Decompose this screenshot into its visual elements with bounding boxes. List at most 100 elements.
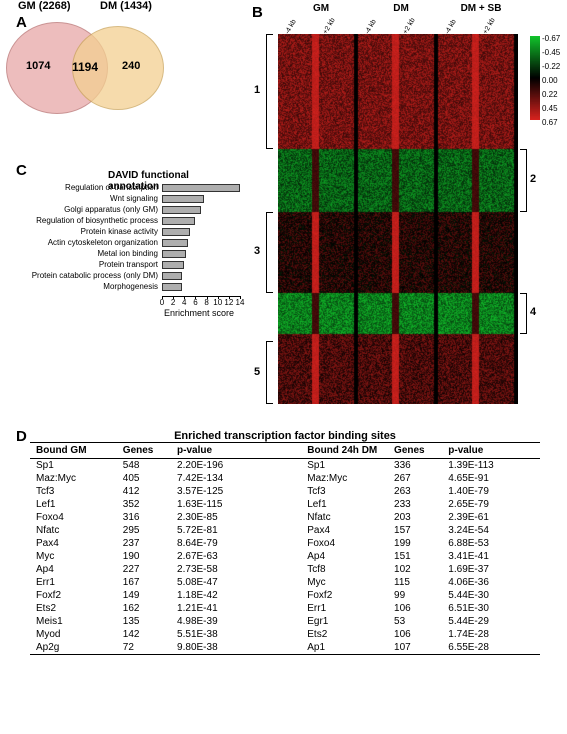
heatmap-sub-label: +2 kb [482, 17, 497, 36]
heatmap-panel: GMDMDM + SB -4 kb+2 kb-4 kb+2 kb-4 kb+2 … [248, 0, 558, 410]
tf-th: Genes [117, 443, 171, 459]
tf-td: 267 [388, 472, 442, 485]
bar-xtick: 6 [190, 298, 200, 307]
bar-category-label: Morphogenesis [16, 282, 158, 291]
table-row: Tcf34123.57E-125Tcf32631.40E-79 [30, 485, 540, 498]
tf-td: Sp1 [301, 459, 388, 473]
heatmap-condition-label: DM [376, 3, 426, 14]
tf-td: 203 [388, 511, 442, 524]
tf-td: 1.74E-28 [442, 628, 540, 641]
heatmap-sub-label: -4 kb [284, 19, 298, 36]
tf-td: 9.80E-38 [171, 641, 269, 655]
table-row: Nfatc2955.72E-81Pax41573.24E-54 [30, 524, 540, 537]
heatmap-cluster-bracket [266, 34, 273, 149]
bar [162, 250, 186, 258]
bar [162, 283, 182, 291]
bar-row: Morphogenesis [42, 283, 240, 292]
venn-right-only: 240 [122, 60, 140, 72]
tf-td: 53 [388, 615, 442, 628]
tf-td [269, 576, 302, 589]
bar [162, 195, 204, 203]
table-row: Err11675.08E-47Myc1154.06E-36 [30, 576, 540, 589]
bar-xtick: 14 [235, 298, 245, 307]
panel-label-c: C [16, 162, 27, 179]
tf-td: Sp1 [30, 459, 117, 473]
heatmap-cluster-bracket [266, 212, 273, 293]
tf-td: 263 [388, 485, 442, 498]
tf-td: 167 [117, 576, 171, 589]
tf-td: 5.44E-30 [442, 589, 540, 602]
bar-xtick: 0 [157, 298, 167, 307]
tf-td: 227 [117, 563, 171, 576]
table-row: Myc1902.67E-63Ap41513.41E-41 [30, 550, 540, 563]
tf-td: 2.73E-58 [171, 563, 269, 576]
table-row: Ets21621.21E-41Err11066.51E-30 [30, 602, 540, 615]
heatmap-canvas [278, 34, 518, 404]
tf-th: p-value [442, 443, 540, 459]
tf-td: 1.40E-79 [442, 485, 540, 498]
tf-td: 4.06E-36 [442, 576, 540, 589]
heatmap-cluster-bracket [520, 149, 527, 212]
tf-td: Foxf2 [30, 589, 117, 602]
bar [162, 184, 240, 192]
tf-td: 1.39E-113 [442, 459, 540, 473]
tf-th: Bound 24h DM [301, 443, 388, 459]
tf-td: Ap1 [301, 641, 388, 655]
tf-td: 5.08E-47 [171, 576, 269, 589]
heatmap-condition-label: DM + SB [456, 3, 506, 14]
table-row: Foxo43162.30E-85Nfatc2032.39E-61 [30, 511, 540, 524]
tf-td: 5.44E-29 [442, 615, 540, 628]
tf-td: 157 [388, 524, 442, 537]
tf-td: Lef1 [30, 498, 117, 511]
tf-td: Foxf2 [301, 589, 388, 602]
bar-xtick: 4 [179, 298, 189, 307]
tf-td: 72 [117, 641, 171, 655]
tf-td: 3.57E-125 [171, 485, 269, 498]
bar-row: Protein catabolic process (only DM) [42, 272, 240, 281]
tf-td: Ap4 [30, 563, 117, 576]
heatmap-sub-label: +2 kb [322, 17, 337, 36]
tf-td: Err1 [301, 602, 388, 615]
bar-row: Metal ion binding [42, 250, 240, 259]
bar-category-label: Protein catabolic process (only DM) [16, 271, 158, 280]
tf-td: 1.18E-42 [171, 589, 269, 602]
tf-td [269, 537, 302, 550]
colorbar-tick: 0.45 [542, 104, 558, 113]
bar-category-label: Protein kinase activity [16, 227, 158, 236]
table-row: Foxf21491.18E-42Foxf2995.44E-30 [30, 589, 540, 602]
tf-td: Pax4 [301, 524, 388, 537]
heatmap-sub-label: +2 kb [402, 17, 417, 36]
tf-td: 6.51E-30 [442, 602, 540, 615]
bar-category-label: Regulation of transcription [16, 183, 158, 192]
tf-td: 102 [388, 563, 442, 576]
tf-td: 1.63E-115 [171, 498, 269, 511]
tf-td: Err1 [30, 576, 117, 589]
tf-td: 3.24E-54 [442, 524, 540, 537]
bar [162, 261, 184, 269]
bar-row: Golgi apparatus (only GM) [42, 206, 240, 215]
tf-td: 405 [117, 472, 171, 485]
tf-td [269, 563, 302, 576]
tf-td: Pax4 [30, 537, 117, 550]
tf-td: 4.65E-91 [442, 472, 540, 485]
tf-table-panel: Enriched transcription factor binding si… [30, 430, 540, 655]
tf-table: Bound GMGenesp-valueBound 24h DMGenesp-v… [30, 442, 540, 655]
bar-chart: DAVID functional annotation Regulation o… [42, 170, 242, 330]
table-row: Lef13521.63E-115Lef12332.65E-79 [30, 498, 540, 511]
tf-td: Nfatc [30, 524, 117, 537]
tf-td: Foxo4 [30, 511, 117, 524]
tf-td: 142 [117, 628, 171, 641]
tf-td: Myc [30, 550, 117, 563]
tf-table-title: Enriched transcription factor binding si… [30, 430, 540, 442]
tf-td: 412 [117, 485, 171, 498]
tf-td [269, 602, 302, 615]
bar-row: Actin cytoskeleton organization [42, 239, 240, 248]
bar [162, 217, 195, 225]
tf-td: Tcf3 [301, 485, 388, 498]
heatmap-cluster-label: 2 [530, 173, 536, 185]
bar-category-label: Protein transport [16, 260, 158, 269]
panel-label-a: A [16, 14, 27, 31]
tf-td [269, 628, 302, 641]
bar-xtick: 10 [213, 298, 223, 307]
tf-td: 99 [388, 589, 442, 602]
